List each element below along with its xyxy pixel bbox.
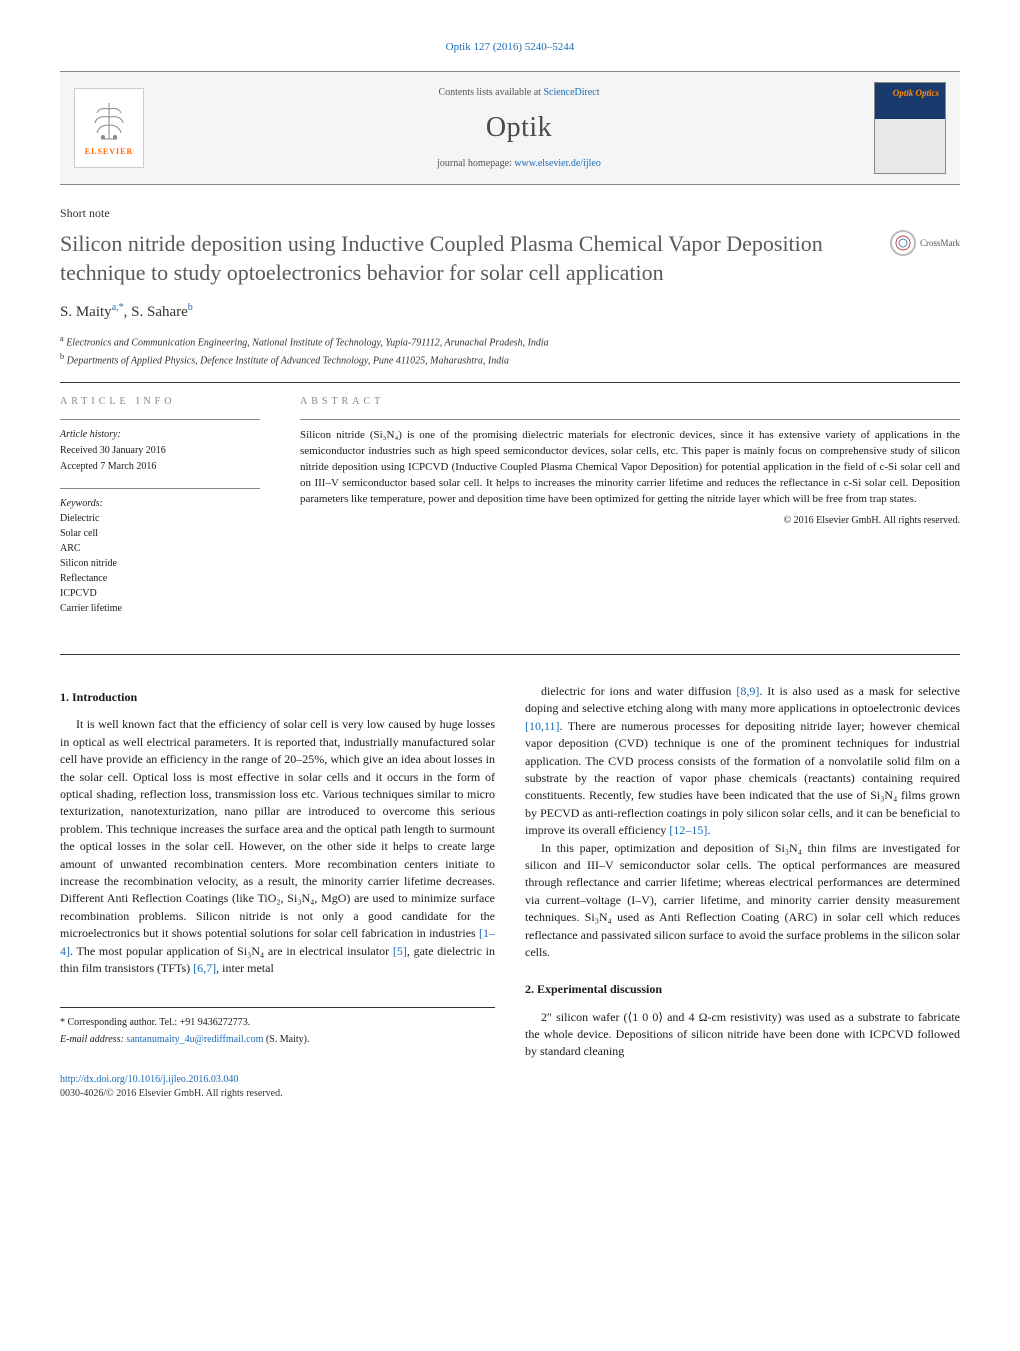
header-bar: ELSEVIER Contents lists available at Sci… (60, 71, 960, 185)
abstract-copyright: © 2016 Elsevier GmbH. All rights reserve… (300, 514, 960, 528)
keyword: ICPCVD (60, 587, 260, 601)
contents-prefix: Contents lists available at (438, 87, 543, 98)
article-info: ARTICLE INFO Article history: Received 3… (60, 395, 260, 630)
keyword: Carrier lifetime (60, 602, 260, 616)
ref-link-8-9[interactable]: [8,9] (736, 684, 759, 698)
affiliation-a-sup: a (60, 334, 64, 343)
abstract-block: ABSTRACT Silicon nitride (Si₃N₄) is one … (300, 395, 960, 630)
article-info-heading: ARTICLE INFO (60, 395, 260, 409)
keywords-heading: Keywords: (60, 497, 260, 511)
rights-line: 0030-4026/© 2016 Elsevier GmbH. All righ… (60, 1087, 960, 1101)
intro-paragraph-1: It is well known fact that the efficienc… (60, 716, 495, 977)
email-suffix: (S. Maity). (263, 1034, 309, 1045)
experimental-heading: 2. Experimental discussion (525, 981, 960, 998)
meta-divider-2 (60, 488, 260, 489)
col2-text-1a: dielectric for ions and water diffusion (541, 684, 736, 698)
col2-text-1c: . There are numerous processes for depos… (525, 719, 960, 837)
divider-top (60, 382, 960, 383)
article-history: Article history: Received 30 January 201… (60, 428, 260, 474)
email-link[interactable]: santanumaity_4u@rediffmail.com (126, 1034, 263, 1045)
crossmark-label: CrossMark (920, 237, 960, 250)
keyword: Solar cell (60, 527, 260, 541)
email-line: E-mail address: santanumaity_4u@rediffma… (60, 1033, 495, 1048)
author-1-sup: a,* (112, 302, 124, 313)
meta-divider-1 (60, 419, 260, 420)
journal-cover-title: Optik Optics (875, 83, 945, 104)
keyword: Dielectric (60, 512, 260, 526)
received-date: Received 30 January 2016 (60, 444, 260, 458)
divider-bottom (60, 654, 960, 655)
column-right: dielectric for ions and water diffusion … (525, 683, 960, 1061)
authors: S. Maitya,*, S. Sahareb (60, 301, 960, 323)
intro-text-1: It is well known fact that the efficienc… (60, 717, 495, 940)
top-citation-link[interactable]: Optik 127 (2016) 5240–5244 (446, 41, 575, 53)
corresponding-author: * Corresponding author. Tel.: +91 943627… (60, 1016, 495, 1031)
header-left: ELSEVIER (74, 88, 164, 168)
doi-link[interactable]: http://dx.doi.org/10.1016/j.ijleo.2016.0… (60, 1074, 238, 1085)
history-heading: Article history: (60, 428, 260, 442)
keyword: Silicon nitride (60, 557, 260, 571)
abstract-text: Silicon nitride (Si₃N₄) is one of the pr… (300, 428, 960, 508)
keyword: ARC (60, 542, 260, 556)
column-left: 1. Introduction It is well known fact th… (60, 683, 495, 1061)
accepted-date: Accepted 7 March 2016 (60, 460, 260, 474)
affiliation-b-text: Departments of Applied Physics, Defence … (67, 355, 509, 366)
meta-row: ARTICLE INFO Article history: Received 3… (60, 395, 960, 630)
elsevier-tree-icon (89, 99, 129, 144)
title-row: Silicon nitride deposition using Inducti… (60, 230, 960, 287)
homepage-line: journal homepage: www.elsevier.de/ijleo (164, 157, 874, 171)
intro-text-1b: . The most popular application of Si₃N₄ … (70, 944, 393, 958)
contents-line: Contents lists available at ScienceDirec… (164, 86, 874, 100)
keyword: Reflectance (60, 572, 260, 586)
exp-paragraph-1: 2″ silicon wafer (⟨1 0 0⟩ and 4 Ω-cm res… (525, 1009, 960, 1061)
author-2: S. Sahare (131, 304, 188, 320)
body-columns: 1. Introduction It is well known fact th… (60, 683, 960, 1061)
ref-link-10-11[interactable]: [10,11] (525, 719, 560, 733)
header-center: Contents lists available at ScienceDirec… (164, 86, 874, 171)
ref-link-6-7[interactable]: [6,7] (193, 961, 216, 975)
ref-link-12-15[interactable]: [12–15] (669, 823, 707, 837)
col2-text-1d: . (707, 823, 710, 837)
col2-paragraph-2: In this paper, optimization and depositi… (525, 840, 960, 962)
top-citation: Optik 127 (2016) 5240–5244 (60, 40, 960, 55)
author-2-sup: b (188, 302, 193, 313)
intro-text-1d: , inter metal (216, 961, 274, 975)
author-1: S. Maity (60, 304, 112, 320)
homepage-link[interactable]: www.elsevier.de/ijleo (514, 158, 601, 169)
crossmark-badge[interactable]: CrossMark (890, 230, 960, 256)
article-type: Short note (60, 205, 960, 222)
ref-link-5[interactable]: [5] (393, 944, 407, 958)
email-label: E-mail address: (60, 1034, 126, 1045)
affiliations: a Electronics and Communication Engineer… (60, 333, 960, 368)
affiliation-a: a Electronics and Communication Engineer… (60, 333, 960, 350)
abstract-heading: ABSTRACT (300, 395, 960, 409)
journal-cover: Optik Optics (874, 82, 946, 174)
affiliation-b: b Departments of Applied Physics, Defenc… (60, 351, 960, 368)
elsevier-logo-text: ELSEVIER (85, 146, 133, 157)
journal-name: Optik (164, 108, 874, 147)
intro-heading: 1. Introduction (60, 689, 495, 706)
keywords-block: Keywords: Dielectric Solar cell ARC Sili… (60, 497, 260, 616)
abstract-divider (300, 419, 960, 420)
affiliation-b-sup: b (60, 352, 64, 361)
homepage-prefix: journal homepage: (437, 158, 514, 169)
affiliation-a-text: Electronics and Communication Engineerin… (66, 338, 548, 349)
corresponding-footer: * Corresponding author. Tel.: +91 943627… (60, 1007, 495, 1047)
doi-line: http://dx.doi.org/10.1016/j.ijleo.2016.0… (60, 1073, 960, 1087)
col2-paragraph-1: dielectric for ions and water diffusion … (525, 683, 960, 840)
crossmark-icon (890, 230, 916, 256)
elsevier-logo: ELSEVIER (74, 88, 144, 168)
sciencedirect-link[interactable]: ScienceDirect (543, 87, 599, 98)
article-title: Silicon nitride deposition using Inducti… (60, 230, 890, 287)
